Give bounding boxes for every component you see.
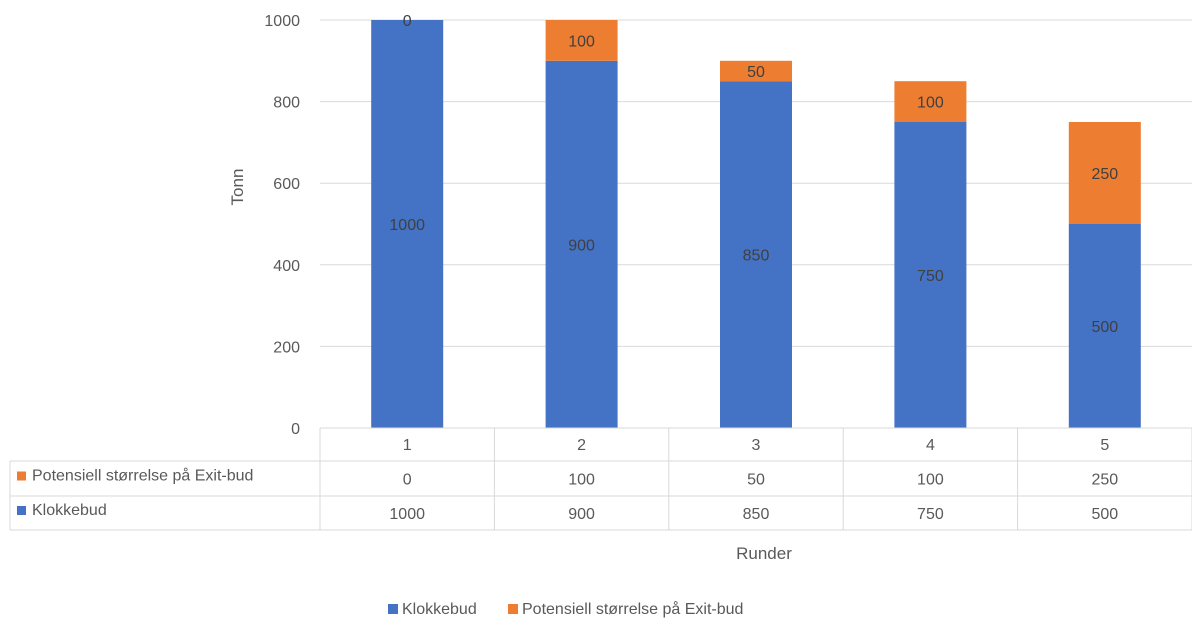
x-tick-label: 2 (577, 437, 586, 454)
table-cell: 50 (747, 472, 765, 489)
bar-exit-bud (545, 20, 618, 61)
legend-swatch (388, 604, 398, 614)
legend-label: Potensiell størrelse på Exit-bud (522, 600, 743, 618)
data-label: 0 (403, 13, 412, 30)
bar-klokkebud (720, 81, 792, 428)
table-cell: 500 (1091, 506, 1118, 523)
data-label: 850 (743, 248, 770, 265)
table-cell: 1000 (389, 506, 425, 523)
x-tick-label: 3 (752, 437, 761, 454)
x-tick-label: 4 (926, 437, 935, 454)
bar-exit-bud (894, 81, 967, 122)
bar-klokkebud (545, 60, 618, 429)
data-label: 1000 (389, 217, 425, 234)
data-labels: 1000 900 850 750 500 0 100 50 100 250 (389, 13, 1118, 336)
data-label: 900 (568, 237, 595, 254)
table-legend-key (17, 506, 26, 515)
table-cell: 100 (917, 472, 944, 489)
y-tick-label: 1000 (264, 13, 300, 30)
bar-exit-bud (720, 60, 792, 82)
table-cell: 0 (403, 472, 412, 489)
data-label: 100 (568, 33, 595, 50)
x-tick-label: 1 (403, 437, 412, 454)
bar-klokkebud (894, 122, 967, 428)
y-tick-label: 600 (273, 176, 300, 193)
table-row-label: Klokkebud (32, 502, 107, 519)
bar-klokkebud (1068, 224, 1141, 428)
y-tick-label: 200 (273, 339, 300, 356)
table-cell: 250 (1091, 472, 1118, 489)
data-label: 250 (1091, 166, 1118, 183)
table-cell: 750 (917, 506, 944, 523)
data-label: 500 (1091, 319, 1118, 336)
data-table: 1 2 3 4 5 Potensiell størrelse på Exit-bud 0 10… (9, 427, 1192, 531)
legend-label: Klokkebud (402, 601, 477, 618)
x-axis-title: Runder (736, 544, 792, 563)
table-cell: 900 (568, 506, 595, 523)
y-tick-label: 400 (273, 258, 300, 275)
x-tick-label: 5 (1100, 437, 1109, 454)
legend-swatch (508, 604, 518, 614)
table-legend-key (17, 471, 26, 481)
table-cell: 100 (568, 472, 595, 489)
y-tick-label: 0 (291, 421, 300, 438)
table-row-label: Potensiell størrelse på Exit-bud (32, 467, 253, 485)
legend: Klokkebud Potensiell størrelse på Exit-bu… (388, 600, 743, 618)
y-axis-title: Tonn (228, 169, 247, 206)
table-cell: 850 (743, 506, 770, 523)
bar-klokkebud (371, 20, 444, 428)
y-axis: 0 200 400 600 800 1000 (264, 13, 300, 438)
data-label: 50 (747, 64, 765, 81)
bars (371, 20, 1141, 429)
data-label: 750 (917, 268, 944, 285)
bar-exit-bud (1068, 122, 1141, 224)
y-tick-label: 800 (273, 95, 300, 112)
data-label: 100 (917, 95, 944, 112)
